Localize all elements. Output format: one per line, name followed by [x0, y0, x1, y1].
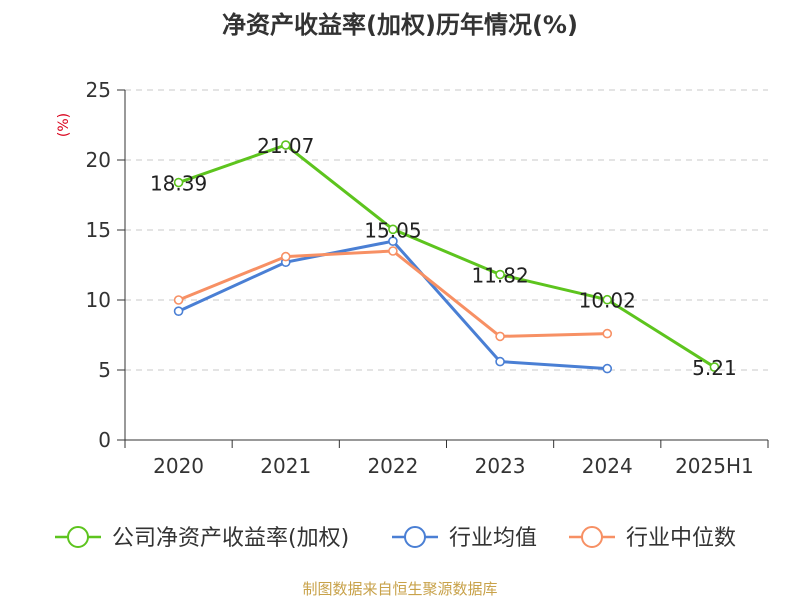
- legend-swatch-marker: [404, 526, 426, 548]
- source-note: 制图数据来自恒生聚源数据库: [302, 580, 497, 598]
- y-tick-label: 20: [86, 148, 111, 172]
- data-point: [495, 331, 505, 342]
- legend-swatch-marker: [581, 526, 603, 548]
- data-label: 21.07: [257, 134, 314, 158]
- data-point: [602, 328, 613, 339]
- x-tick-label: 2024: [582, 454, 633, 478]
- data-label: 15.05: [364, 218, 421, 242]
- x-tick-label: 2025H1: [675, 454, 754, 478]
- chart-title: 净资产收益率(加权)历年情况(%): [222, 11, 578, 39]
- data-point: [388, 246, 398, 256]
- legend-swatch-marker: [67, 526, 89, 548]
- series-lines: [173, 140, 720, 374]
- series-line-2: [178, 249, 608, 338]
- legend-label: 行业中位数: [626, 526, 736, 551]
- series-line-1: [177, 239, 608, 371]
- data-point: [173, 177, 184, 188]
- y-tick-label: 0: [98, 428, 111, 452]
- legend-label: 公司净资产收益率(加权): [112, 526, 349, 551]
- gridlines: [125, 89, 768, 371]
- y-tick-label: 10: [86, 288, 111, 312]
- data-label: 5.21: [692, 356, 737, 380]
- data-point: [173, 306, 184, 317]
- axes: 0 5 10 15 20 25 2020 2021 2022 2023 2024 2025H1: [86, 78, 769, 478]
- data-point: [388, 224, 398, 235]
- data-point: [495, 356, 505, 367]
- data-point: [173, 295, 184, 305]
- y-tick-label: 5: [98, 358, 111, 382]
- data-point: [709, 362, 720, 372]
- legend: 公司净资产收益率(加权) 行业均值 行业中位数: [55, 526, 736, 551]
- data-labels: 18.39 21.07 15.05 11.82 10.02 5.21: [150, 134, 737, 380]
- data-point: [280, 140, 291, 150]
- legend-label: 行业均值: [449, 526, 537, 551]
- y-tick-label: 15: [86, 218, 111, 242]
- x-tick-label: 2023: [475, 454, 526, 478]
- x-tick-label: 2021: [260, 454, 311, 478]
- data-label: 18.39: [150, 172, 207, 196]
- y-axis-unit-label: (%): [56, 113, 72, 137]
- data-point: [602, 363, 613, 374]
- data-label: 10.02: [579, 289, 636, 313]
- series-line-0: [178, 143, 716, 369]
- data-point: [388, 236, 398, 246]
- x-tick-label: 2022: [367, 454, 418, 478]
- data-point: [495, 269, 505, 280]
- data-point: [280, 251, 291, 262]
- y-tick-label: 25: [86, 78, 111, 102]
- x-tick-label: 2020: [153, 454, 204, 478]
- data-point: [602, 294, 613, 305]
- data-label: 11.82: [471, 264, 528, 288]
